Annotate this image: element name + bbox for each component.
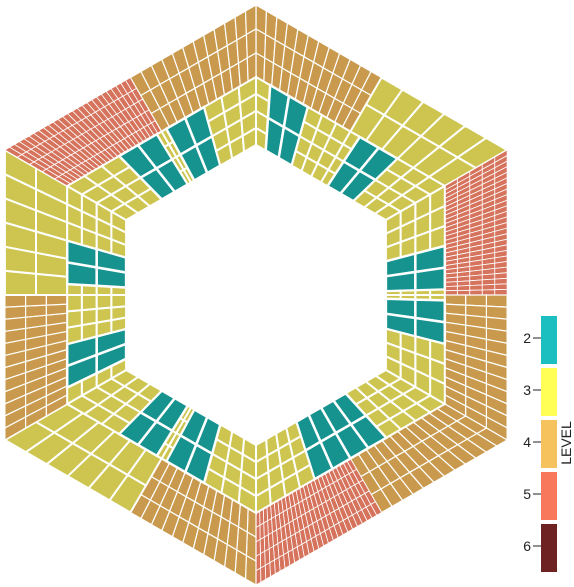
legend-swatch-level-4 (541, 420, 557, 468)
legend-swatch-level-3 (541, 368, 557, 416)
right-lower-sector-inner-cell (241, 126, 257, 154)
legend-label-level-6: 6 (523, 538, 531, 554)
legend-label-level-4: 4 (523, 434, 531, 450)
legend-swatch-level-5 (541, 472, 557, 520)
legend-swatch-level-2 (541, 316, 557, 364)
mesh-cells (2, 3, 510, 587)
legend-swatch-level-6 (541, 524, 557, 572)
legend-items: 2 3 4 5 6 (523, 316, 557, 572)
legend-label-level-3: 3 (523, 382, 531, 398)
legend-title: LEVEL (558, 421, 574, 465)
legend-label-level-5: 5 (523, 486, 531, 502)
legend-label-level-2: 2 (523, 330, 531, 346)
